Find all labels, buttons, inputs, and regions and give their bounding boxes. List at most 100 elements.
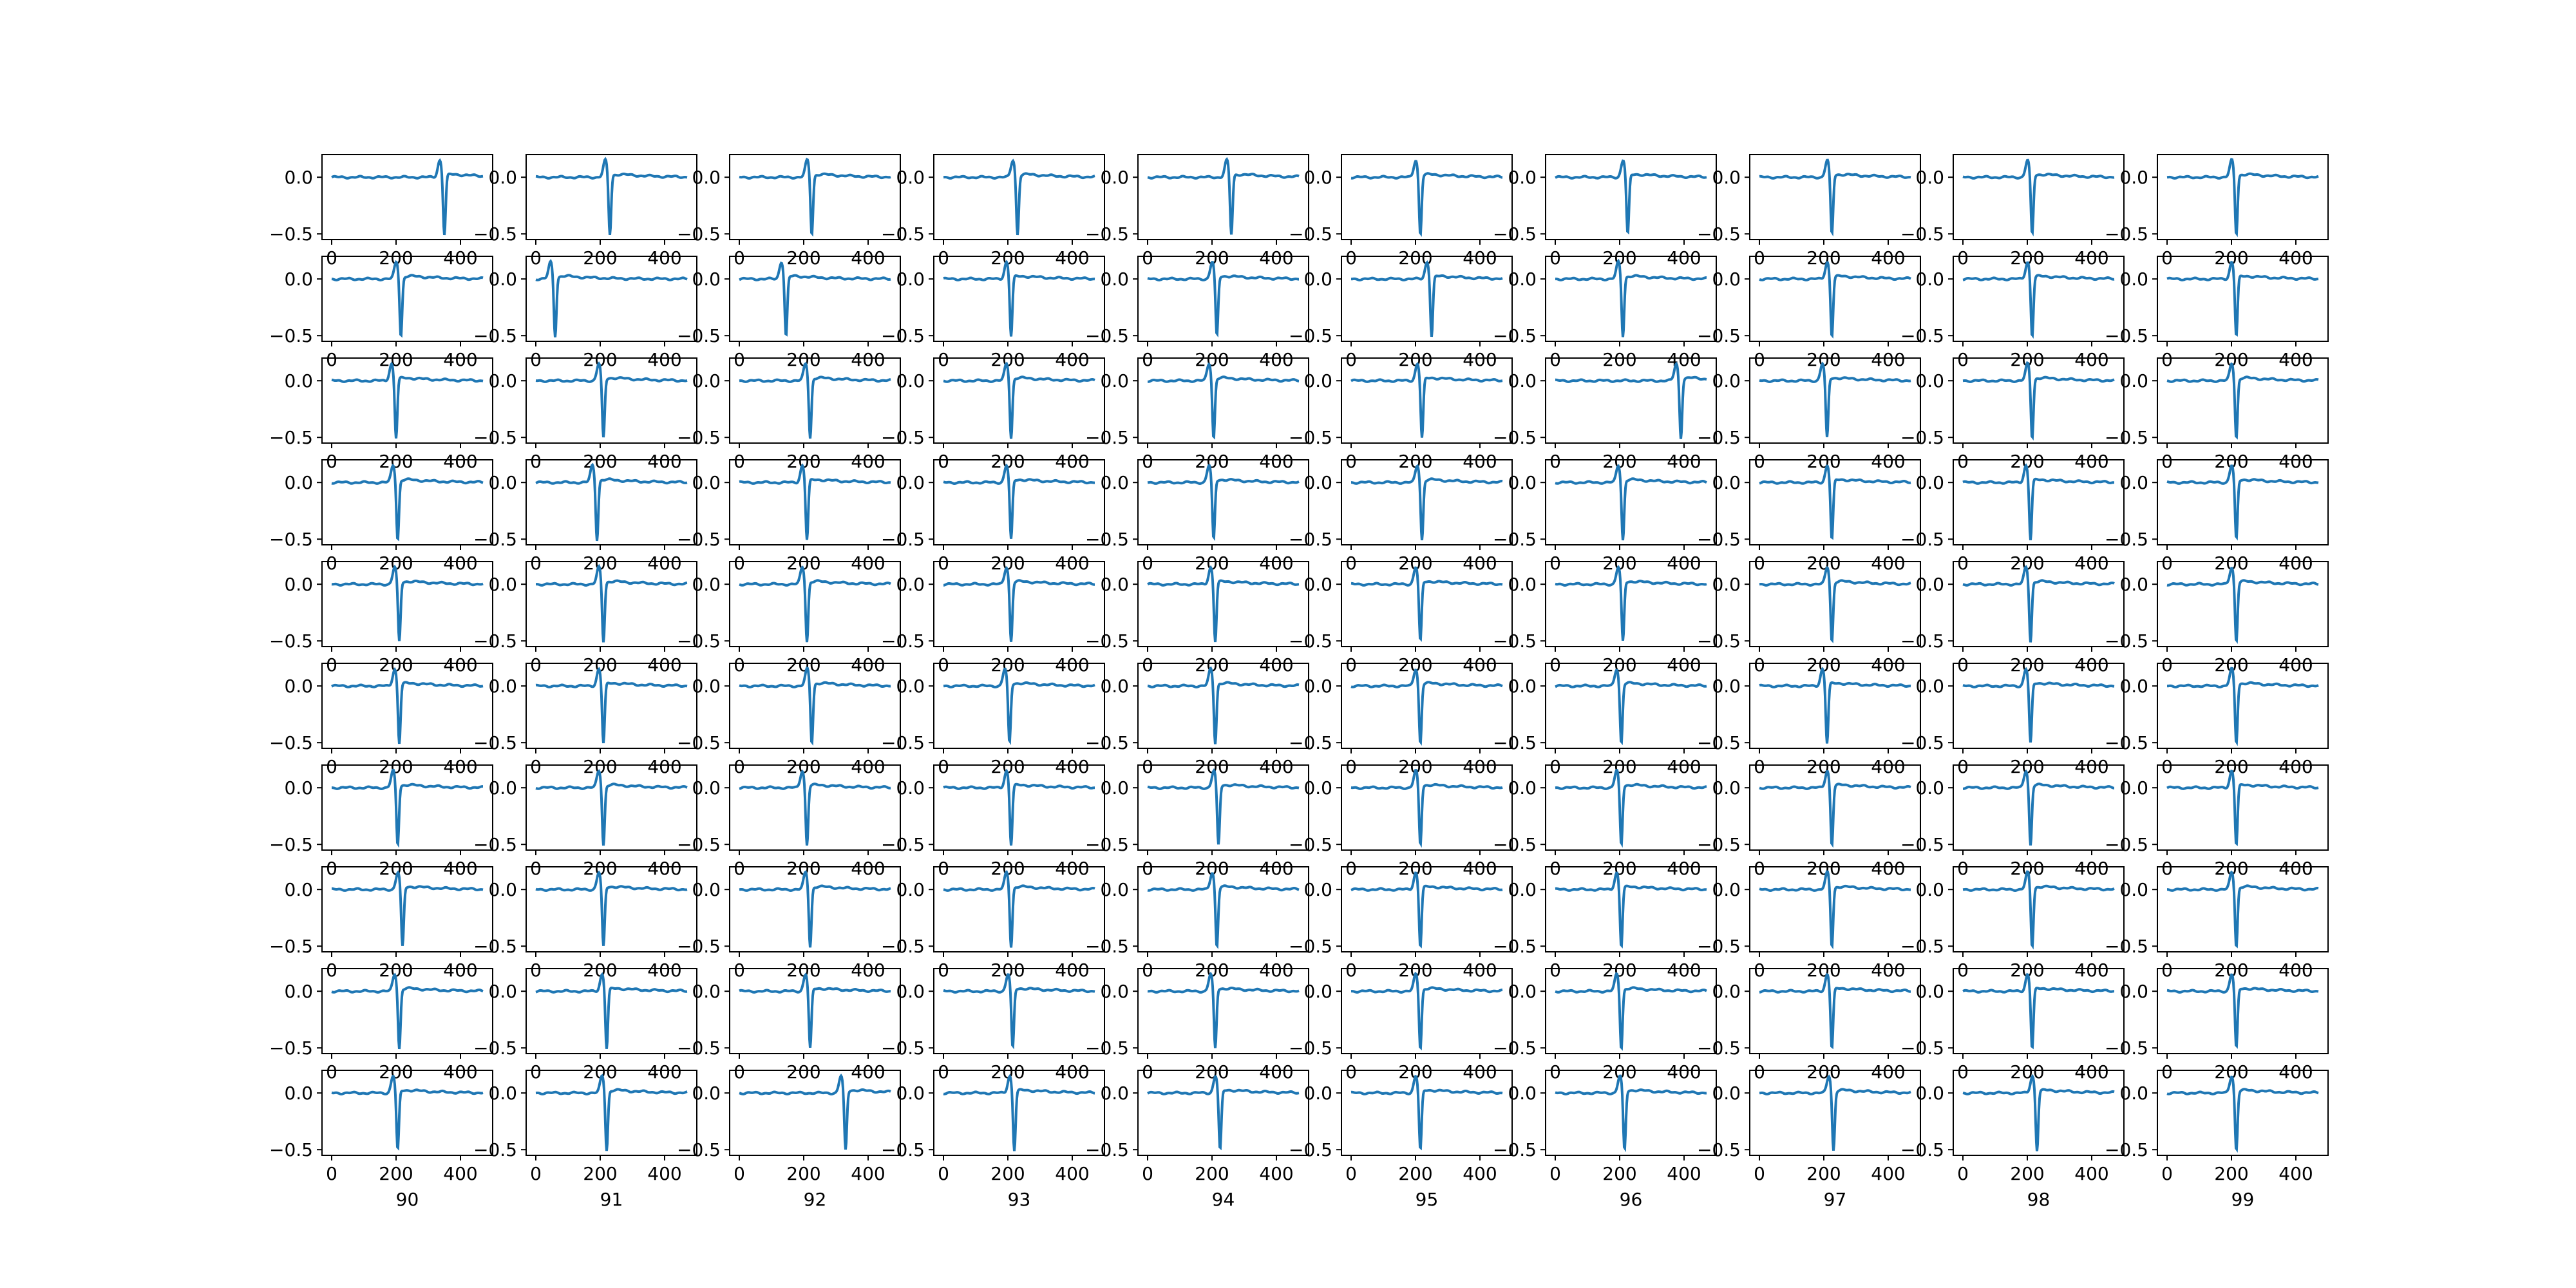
subplot-r0-c2: 0.0 −0.5 0 200 400 <box>677 154 901 269</box>
y-tick-label: −0.5 <box>2105 1037 2148 1059</box>
x-tick-label: 0 <box>734 553 745 574</box>
subplot-r6-c3: 0.0−0.50 200 400 <box>881 764 1105 879</box>
x-tick-label: 0 <box>530 349 542 370</box>
x-tick-label: 0 <box>1957 960 1969 981</box>
y-tick-label: −0.5 <box>881 732 925 753</box>
y-tick-label: −0.5 <box>1900 223 1944 245</box>
subplot-r0-c0: 0.0−0.50 200 400 <box>269 154 493 269</box>
x-tick-label: 400 <box>1667 1163 1701 1184</box>
x-tick-label: 200 <box>786 1163 820 1184</box>
x-tick-label: 400 <box>1667 756 1701 777</box>
series-line <box>332 768 483 848</box>
axes-frame <box>2157 1070 2329 1156</box>
axes-frame <box>321 968 493 1054</box>
x-tick-label: 200 <box>1602 858 1636 879</box>
y-tick-label: 0.0 <box>1303 472 1332 493</box>
series-line <box>739 870 891 948</box>
x-tick-label: 400 <box>1871 654 1905 676</box>
series-line <box>1351 971 1503 1051</box>
subplot-r9-c2: 0.0 −0.5 0 200 400 92 <box>677 1070 901 1210</box>
x-tick-label: 0 <box>326 654 337 676</box>
x-tick-label: 0 <box>530 1163 542 1184</box>
series-line <box>535 259 688 337</box>
subplot-r6-c6: 0.0 −0.5 0 200 400 <box>1493 764 1717 879</box>
subplot-r0-c7: 0.0 −0.5 0 200 400 <box>1697 154 1921 269</box>
series-line <box>1759 1074 1911 1151</box>
x-tick-label: 400 <box>1259 1163 1293 1184</box>
x-tick-label: 400 <box>647 553 681 574</box>
y-tick-label: 0.0 <box>896 472 925 493</box>
subplot-r3-c8: 0.0−0.50 200 400 <box>1900 459 2125 574</box>
x-tick-label: 0 <box>1957 553 1969 574</box>
x-tick-label: 400 <box>1463 247 1497 269</box>
y-tick-label: 0.0 <box>1915 777 1944 799</box>
y-tick-label: 0.0 <box>692 1083 721 1104</box>
y-tick-label: −0.5 <box>1289 936 1332 957</box>
y-tick-label: −0.5 <box>269 427 313 448</box>
x-tick-label: 0 <box>938 960 949 981</box>
series-line <box>2166 362 2319 440</box>
subplot-r1-c9: 0.0−0.50 200 400 <box>2105 256 2329 370</box>
x-tick-label: 0 <box>1345 553 1357 574</box>
y-tick-label: −0.5 <box>473 936 517 957</box>
axes-frame <box>1749 663 1921 749</box>
subplot-r2-c3: 0.0−0.50 200 400 <box>881 357 1105 472</box>
series-line <box>331 260 484 338</box>
series-line <box>943 260 1095 337</box>
y-tick-label: 0.0 <box>284 676 313 697</box>
x-tick-label: 0 <box>1549 1163 1561 1184</box>
x-tick-label: 0 <box>1754 553 1765 574</box>
axes-frame <box>1953 866 2125 952</box>
axes-frame <box>933 256 1105 342</box>
x-tick-label: 400 <box>1871 247 1905 269</box>
x-tick-label: 0 <box>1957 1163 1969 1184</box>
axes-frame <box>1749 866 1921 952</box>
x-tick-label: 0 <box>1754 247 1765 269</box>
x-tick-label: 0 <box>1957 756 1969 777</box>
series-line <box>1962 870 2115 950</box>
series-line <box>1350 668 1503 746</box>
y-tick-label: −0.5 <box>1900 529 1944 550</box>
y-tick-label: 0.0 <box>1100 574 1129 595</box>
series-line <box>1350 769 1503 848</box>
x-tick-label: 0 <box>734 1163 745 1184</box>
x-tick-label: 0 <box>938 1163 949 1184</box>
x-tick-label: 0 <box>734 654 745 676</box>
subplot-r4-c7: 0.0−0.50 200 400 <box>1697 561 1921 676</box>
x-tick-label: 0 <box>1754 858 1765 879</box>
subplot-r3-c4: 0.0−0.50 200 400 <box>1085 459 1309 574</box>
x-tick-label: 0 <box>1345 654 1357 676</box>
y-tick-label: −0.5 <box>1289 325 1332 346</box>
x-tick-label: 0 <box>326 1163 337 1184</box>
subplot-r3-c6: 0.0−0.50 200 400 <box>1493 459 1717 574</box>
y-tick-label: −0.5 <box>2105 936 2148 957</box>
x-tick-label: 400 <box>851 756 885 777</box>
y-tick-label: −0.5 <box>2105 529 2148 550</box>
x-tick-label: 0 <box>938 756 949 777</box>
axes-frame <box>1341 459 1513 545</box>
subplot-r1-c8: 0.0−0.50 200 400 <box>1900 256 2125 370</box>
subplot-r5-c1: 0.0−0.50 200 400 <box>473 663 697 777</box>
y-tick-label: −0.5 <box>677 630 721 652</box>
series-line <box>1350 1074 1503 1151</box>
series-line <box>331 564 484 641</box>
axes-frame <box>2157 866 2329 952</box>
subplot-r5-c2: 0.0−0.50 200 400 <box>677 663 901 777</box>
y-tick-label: −0.5 <box>1697 1037 1741 1059</box>
x-tick-label: 400 <box>1055 960 1089 981</box>
x-tick-label: 0 <box>1754 654 1765 676</box>
y-tick-label: −0.5 <box>1493 630 1537 652</box>
x-tick-label: 0 <box>530 247 542 269</box>
y-tick-label: −0.5 <box>881 529 925 550</box>
y-tick-label: −0.5 <box>269 1037 313 1059</box>
y-tick-label: 0.0 <box>1303 676 1332 697</box>
x-tick-label: 400 <box>647 1061 681 1083</box>
subplot-r7-c6: 0.0 −0.5 0 200 400 <box>1493 866 1717 981</box>
subplot-r4-c5: 0.0−0.50 200 400 <box>1289 561 1513 676</box>
x-tick-label: 200 <box>1806 858 1841 879</box>
x-tick-label: 0 <box>1142 858 1153 879</box>
x-tick-label: 400 <box>2278 654 2313 676</box>
y-tick-label: −0.5 <box>881 427 925 448</box>
x-tick-label: 400 <box>647 858 681 879</box>
subplot-r0-c6: 0.0−0.50 200 400 <box>1493 154 1717 269</box>
